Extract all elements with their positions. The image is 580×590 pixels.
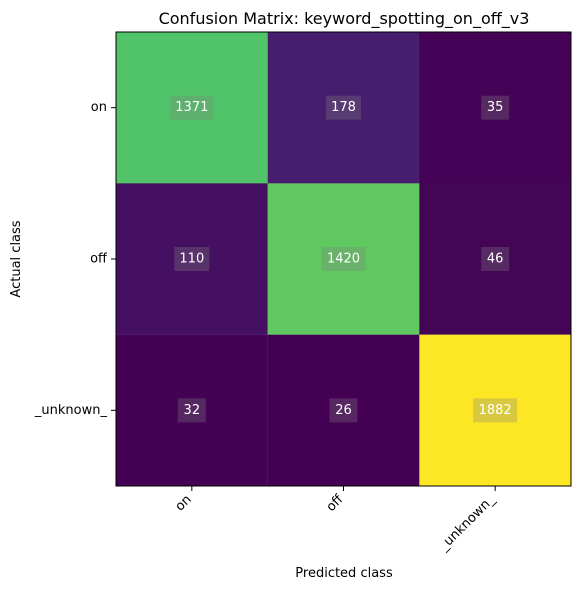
- x-axis-title: Predicted class: [295, 566, 393, 581]
- y-tick-label-2: _unknown_: [34, 403, 108, 418]
- cell-value-box-0-0: [169, 95, 214, 120]
- cell-value-box-0-2: [481, 95, 510, 120]
- plot-frame: [115, 31, 572, 487]
- cell-value-label-2-0: 32: [184, 403, 201, 418]
- heatmap-cell-2-1: [267, 334, 420, 487]
- heatmap-cell-1-0: [116, 183, 268, 335]
- cell-value-box-1-2: [481, 247, 510, 271]
- heatmap-cell-2-0: [116, 334, 268, 487]
- cell-value-box-2-0: [177, 398, 206, 423]
- cell-value-label-0-2: 35: [487, 100, 504, 115]
- heatmap-cell-0-1: [267, 32, 420, 184]
- cell-value-label-1-0: 110: [179, 252, 204, 267]
- heatmap-cell-0-2: [419, 32, 572, 184]
- cell-value-box-1-1: [321, 247, 366, 271]
- heatmap-cell-0-0: [116, 32, 268, 184]
- heatmap-cell-1-2: [419, 183, 572, 335]
- cell-value-box-2-1: [329, 398, 358, 423]
- y-tick-label-1: off: [90, 252, 108, 267]
- cell-value-label-2-1: 26: [335, 403, 352, 418]
- cell-value-box-1-0: [174, 247, 210, 271]
- cell-value-box-2-2: [473, 398, 518, 423]
- heatmap-cells: [116, 32, 572, 487]
- y-tick-label-0: on: [91, 100, 107, 115]
- chart-title: Confusion Matrix: keyword_spotting_on_of…: [159, 9, 530, 29]
- heatmap-cell-2-2: [419, 334, 572, 487]
- heatmap-cell-1-1: [267, 183, 420, 335]
- cell-value-label-2-2: 1882: [479, 403, 512, 418]
- cell-value-label-1-2: 46: [487, 252, 504, 267]
- cell-value-label-0-0: 1371: [175, 100, 208, 115]
- cell-value-label-0-1: 178: [331, 100, 356, 115]
- cell-value-label-1-1: 1420: [327, 252, 360, 267]
- cell-value-labels: 1371 178 35 110 1420 46 32 26 1882: [169, 95, 518, 423]
- cell-value-box-0-1: [326, 95, 361, 120]
- y-axis-title: Actual class: [9, 220, 24, 297]
